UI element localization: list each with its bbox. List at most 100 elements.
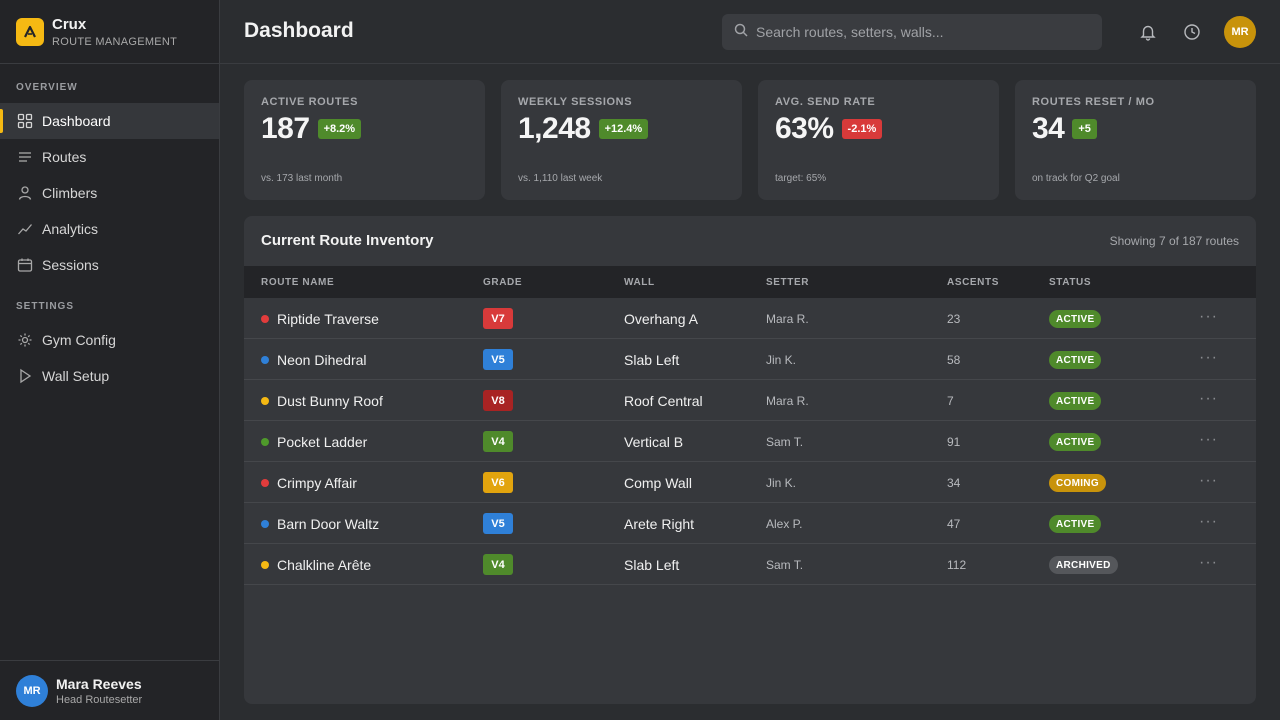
wall-color-dot bbox=[261, 561, 269, 569]
sidebar-item-label: Wall Setup bbox=[42, 368, 110, 384]
table-row[interactable]: Pocket Ladder V4 Vertical B Sam T. 91 ACTIVE ·… bbox=[244, 421, 1256, 462]
stat-card-send-rate: AVG. SEND RATE 63% -2.1% target: 65% bbox=[758, 80, 999, 200]
grade-badge: V4 bbox=[483, 554, 513, 575]
play-icon bbox=[16, 367, 34, 385]
stat-delta-badge: +5 bbox=[1072, 119, 1097, 139]
route-name[interactable]: Dust Bunny Roof bbox=[277, 393, 383, 409]
grade-badge: V5 bbox=[483, 349, 513, 370]
table-row[interactable]: Riptide Traverse V7 Overhang A Mara R. 23 ACT… bbox=[244, 298, 1256, 339]
column-header-grade[interactable]: GRADE bbox=[483, 277, 523, 288]
table-row[interactable]: Crimpy Affair V6 Comp Wall Jin K. 34 COMING ··… bbox=[244, 462, 1256, 503]
brand: Crux ROUTE MANAGEMENT bbox=[0, 0, 219, 64]
more-options-icon[interactable]: ··· bbox=[1199, 390, 1218, 407]
status-badge: COMING bbox=[1049, 474, 1106, 492]
route-name[interactable]: Crimpy Affair bbox=[277, 475, 357, 491]
column-header-wall[interactable]: WALL bbox=[624, 277, 655, 288]
wall-name: Vertical B bbox=[624, 434, 684, 450]
sidebar-item-sessions[interactable]: Sessions bbox=[0, 247, 219, 283]
setter-name: Jin K. bbox=[766, 476, 797, 490]
trend-icon bbox=[16, 220, 34, 238]
route-name[interactable]: Riptide Traverse bbox=[277, 311, 379, 327]
search-input[interactable] bbox=[756, 24, 1076, 40]
setter-name: Mara R. bbox=[766, 312, 809, 326]
user-name: Mara Reeves bbox=[56, 675, 142, 692]
stat-label: ACTIVE ROUTES bbox=[261, 96, 359, 108]
stat-label: ROUTES RESET / MO bbox=[1032, 96, 1155, 108]
stat-value: 1,248 bbox=[518, 112, 591, 145]
status-badge: ACTIVE bbox=[1049, 351, 1102, 369]
bell-icon[interactable] bbox=[1137, 21, 1159, 43]
more-options-icon[interactable]: ··· bbox=[1199, 349, 1218, 366]
sidebar: Crux ROUTE MANAGEMENT OVERVIEW Dashboard… bbox=[0, 0, 220, 720]
table-row[interactable]: Dust Bunny Roof V8 Roof Central Mara R. 7 ACT… bbox=[244, 380, 1256, 421]
sidebar-item-label: Analytics bbox=[42, 221, 99, 237]
sidebar-item-climbers[interactable]: Climbers bbox=[0, 175, 219, 211]
column-header-ascents[interactable]: ASCENTS bbox=[947, 277, 999, 288]
section-label-settings: SETTINGS bbox=[16, 301, 75, 312]
sidebar-item-label: Dashboard bbox=[42, 113, 111, 129]
wall-name: Slab Left bbox=[624, 557, 680, 573]
stat-delta-badge: -2.1% bbox=[841, 119, 883, 139]
grade-badge: V6 bbox=[483, 472, 513, 493]
stat-delta-badge: +8.2% bbox=[317, 119, 362, 139]
stat-card-routes-reset: ROUTES RESET / MO 34 +5 on track for Q2 … bbox=[1015, 80, 1256, 200]
top-header: Dashboard MR bbox=[220, 0, 1280, 64]
sidebar-item-dashboard[interactable]: Dashboard bbox=[0, 103, 219, 139]
sidebar-item-gym-config[interactable]: Gym Config bbox=[0, 322, 219, 358]
table-row[interactable]: Chalkline Arête V4 Slab Left Sam T. 112 ARCHI… bbox=[244, 544, 1256, 585]
stat-note: target: 65% bbox=[775, 173, 827, 184]
section-label-overview: OVERVIEW bbox=[16, 82, 78, 93]
setter-name: Alex P. bbox=[766, 517, 803, 531]
wall-color-dot bbox=[261, 520, 269, 528]
table-row[interactable]: Barn Door Waltz V5 Arete Right Alex P. 47 ACT… bbox=[244, 503, 1256, 544]
status-badge: ACTIVE bbox=[1049, 433, 1102, 451]
wall-color-dot bbox=[261, 397, 269, 405]
stat-label: AVG. SEND RATE bbox=[775, 96, 876, 108]
route-name[interactable]: Pocket Ladder bbox=[277, 434, 368, 450]
grid-icon bbox=[16, 112, 34, 130]
stat-value: 34 bbox=[1032, 112, 1065, 145]
sidebar-item-label: Climbers bbox=[42, 185, 98, 201]
ascent-count: 112 bbox=[947, 558, 967, 572]
status-badge: ACTIVE bbox=[1049, 392, 1102, 410]
column-header-status[interactable]: STATUS bbox=[1049, 277, 1092, 288]
wall-name: Arete Right bbox=[624, 516, 695, 532]
stat-value: 63% bbox=[775, 112, 834, 145]
user-icon bbox=[16, 184, 34, 202]
clock-icon[interactable] bbox=[1181, 21, 1203, 43]
more-options-icon[interactable]: ··· bbox=[1199, 554, 1218, 571]
setter-name: Jin K. bbox=[766, 353, 797, 367]
user-profile[interactable]: MR Mara Reeves Head Routesetter bbox=[0, 660, 219, 720]
grade-badge: V4 bbox=[483, 431, 513, 452]
more-options-icon[interactable]: ··· bbox=[1199, 308, 1218, 325]
sidebar-item-analytics[interactable]: Analytics bbox=[0, 211, 219, 247]
page-title: Dashboard bbox=[244, 19, 354, 42]
more-options-icon[interactable]: ··· bbox=[1199, 431, 1218, 448]
header-avatar[interactable]: MR bbox=[1224, 16, 1256, 48]
sidebar-item-wall-setup[interactable]: Wall Setup bbox=[0, 358, 219, 394]
route-inventory-panel: Current Route Inventory Showing 7 of 187… bbox=[244, 216, 1256, 704]
more-options-icon[interactable]: ··· bbox=[1199, 513, 1218, 530]
search-box[interactable] bbox=[722, 14, 1102, 50]
more-options-icon[interactable]: ··· bbox=[1199, 472, 1218, 489]
row-count-label: Showing 7 of 187 routes bbox=[1109, 234, 1239, 248]
status-badge: ACTIVE bbox=[1049, 515, 1102, 533]
wall-color-dot bbox=[261, 479, 269, 487]
grade-badge: V7 bbox=[483, 308, 513, 329]
user-role: Head Routesetter bbox=[56, 693, 143, 706]
column-header-route-name[interactable]: ROUTE NAME bbox=[261, 277, 335, 288]
sidebar-item-routes[interactable]: Routes bbox=[0, 139, 219, 175]
app-subtitle: ROUTE MANAGEMENT bbox=[52, 35, 178, 48]
table-row[interactable]: Neon Dihedral V5 Slab Left Jin K. 58 ACTIVE ··… bbox=[244, 339, 1256, 380]
column-header-setter[interactable]: SETTER bbox=[766, 277, 810, 288]
stat-note: vs. 173 last month bbox=[261, 173, 343, 184]
ascent-count: 58 bbox=[947, 353, 961, 367]
avatar: MR bbox=[16, 674, 48, 707]
route-name[interactable]: Barn Door Waltz bbox=[277, 516, 380, 532]
ascent-count: 23 bbox=[947, 312, 961, 326]
route-name[interactable]: Neon Dihedral bbox=[277, 352, 367, 368]
route-name[interactable]: Chalkline Arête bbox=[277, 557, 372, 573]
stat-note: on track for Q2 goal bbox=[1032, 173, 1120, 184]
stat-card-active-routes: ACTIVE ROUTES 187 +8.2% vs. 173 last mon… bbox=[244, 80, 485, 200]
grade-badge: V8 bbox=[483, 390, 513, 411]
